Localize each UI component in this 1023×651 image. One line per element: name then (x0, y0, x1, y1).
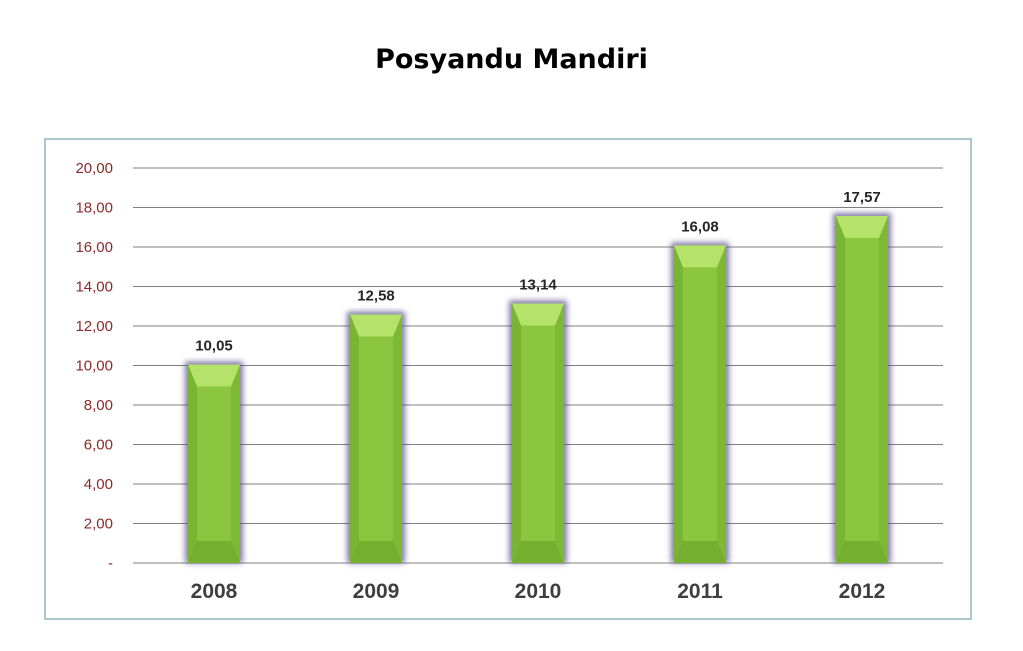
bar-bevel-top (188, 364, 240, 387)
bar-bevel-bottom (350, 541, 402, 563)
bar-bevel-top (836, 215, 888, 238)
y-tick-label: 6,00 (84, 437, 113, 454)
bar-bevel-right (231, 364, 240, 563)
x-tick-label: 2011 (677, 580, 723, 603)
x-tick-label: 2008 (191, 580, 238, 603)
y-tick-label: 16,00 (75, 239, 113, 256)
y-tick-label: - (108, 555, 113, 572)
y-tick-label: 4,00 (84, 476, 113, 493)
bar-bevel-left (188, 364, 197, 563)
bar-bevel-right (393, 314, 402, 563)
y-tick-label: 10,00 (75, 358, 113, 375)
y-tick-label: 12,00 (75, 318, 113, 335)
bar (185, 361, 243, 563)
x-tick-label: 2009 (353, 580, 400, 603)
y-tick-label: 18,00 (75, 200, 113, 217)
data-labels: 10,05 12,58 13,14 16,08 17,57 (195, 189, 881, 355)
bar-bevel-left (836, 215, 845, 563)
y-tick-label: 14,00 (75, 279, 113, 296)
data-label: 10,05 (195, 338, 233, 355)
bar (671, 242, 729, 564)
data-label: 13,14 (519, 276, 557, 293)
bar-bevel-top (674, 245, 726, 268)
y-tick-label: 8,00 (84, 397, 113, 414)
x-tick-label: 2010 (515, 580, 562, 603)
bar-bevel-top (512, 303, 564, 326)
bar (347, 311, 405, 563)
bar (833, 212, 891, 563)
data-label: 12,58 (357, 288, 395, 305)
bars (185, 212, 891, 564)
bar-bevel-bottom (836, 541, 888, 563)
bar-bevel-bottom (512, 541, 564, 563)
bar-bevel-bottom (188, 541, 240, 563)
bar-bevel-bottom (674, 541, 726, 563)
bar-bevel-left (350, 314, 359, 563)
data-label: 17,57 (843, 189, 881, 206)
bar-bevel-right (717, 245, 726, 564)
bar-bevel-left (674, 245, 683, 564)
chart-title: Posyandu Mandiri (375, 44, 648, 75)
bar-bevel-right (879, 215, 888, 563)
bar-bevel-top (350, 314, 402, 337)
x-tick-label: 2012 (839, 580, 886, 603)
data-label: 16,08 (681, 218, 719, 235)
bar-bevel-left (512, 303, 521, 563)
bar (509, 300, 567, 563)
y-tick-label: 20,00 (75, 160, 113, 177)
y-axis-ticks: - 2,00 4,00 6,00 8,00 10,00 12,00 14,00 16,00 18,… (75, 160, 113, 572)
x-axis-ticks: 2008 2009 2010 2011 2012 (191, 580, 886, 603)
y-tick-label: 2,00 (84, 516, 113, 533)
bar-bevel-right (555, 303, 564, 563)
